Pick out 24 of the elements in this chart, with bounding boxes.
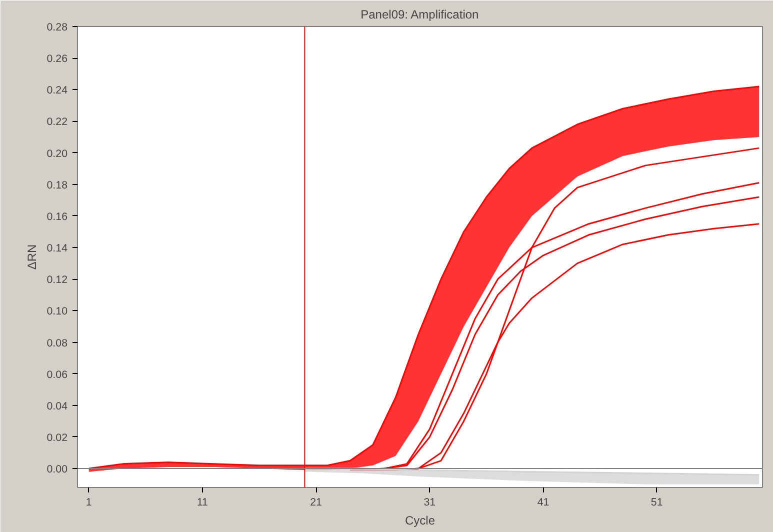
x-tick-label: 31 xyxy=(424,496,436,508)
y-tick-label: 0.10 xyxy=(46,306,68,318)
y-tick-label: 0.18 xyxy=(46,179,68,192)
x-tick-label: 41 xyxy=(537,496,550,508)
chart-title: Panel09: Amplification xyxy=(360,8,479,22)
y-tick-label: 0.28 xyxy=(46,22,68,34)
y-tick-label: 0.06 xyxy=(46,368,68,381)
x-tick-label: 11 xyxy=(196,496,208,508)
x-tick-label: 21 xyxy=(310,496,322,508)
x-tick-label: 1 xyxy=(86,496,92,508)
y-axis-title: ΔRN xyxy=(24,244,39,270)
y-tick-label: 0.00 xyxy=(46,464,68,476)
y-tick-label: 0.16 xyxy=(46,210,68,223)
y-tick-label: 0.20 xyxy=(46,148,68,160)
x-axis-title: Cycle xyxy=(404,514,436,528)
y-tick-label: 0.12 xyxy=(46,274,68,286)
y-tick-label: 0.08 xyxy=(46,337,68,350)
y-tick-label: 0.04 xyxy=(46,400,68,412)
x-tick-label: 51 xyxy=(650,496,663,508)
y-tick-label: 0.22 xyxy=(46,116,68,128)
y-tick-label: 0.14 xyxy=(46,242,68,255)
y-tick-label: 0.26 xyxy=(46,53,68,66)
y-tick-label: 0.24 xyxy=(46,84,68,97)
y-tick-label: 0.02 xyxy=(46,432,68,444)
